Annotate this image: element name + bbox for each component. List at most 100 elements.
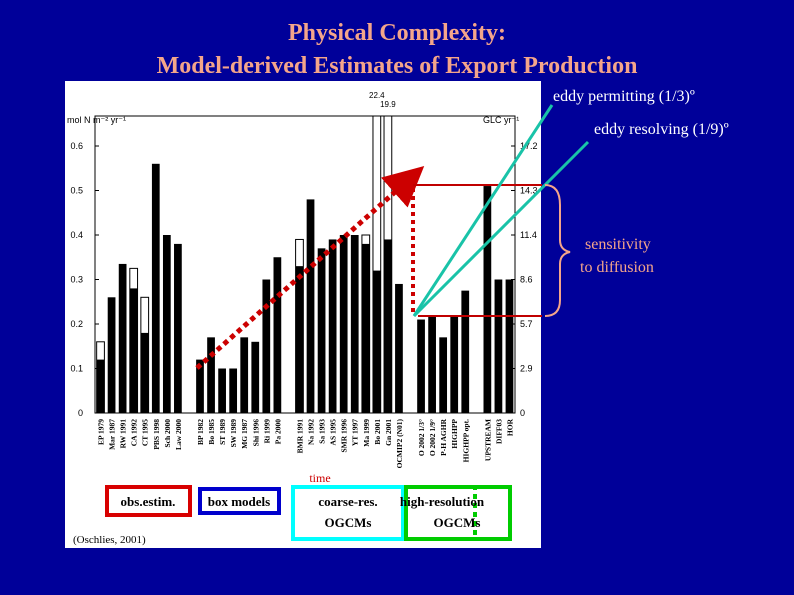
bar: [273, 257, 282, 413]
clipped-value-label: 22.4: [369, 91, 385, 100]
left-tick-label: 0.1: [70, 364, 83, 374]
slide-title-line1: Physical Complexity:: [288, 20, 506, 46]
bar: [328, 239, 337, 413]
category-label: UPSTREAM: [483, 419, 492, 461]
obs-estim-label: obs.estim.: [121, 494, 176, 509]
bar: [129, 288, 138, 413]
chart-panel: mol N m⁻² yr⁻¹ GLC yr⁻¹ 22.4 19.9 0 0.1 0.2 0…: [65, 81, 541, 548]
left-tick-label: 0.3: [70, 275, 83, 285]
sensitivity-brace: [544, 184, 571, 317]
category-label: ST 1989: [218, 419, 227, 445]
category-label: Bo 1985: [207, 419, 216, 445]
category-label: Mar 1987: [108, 419, 117, 450]
eddy-resolving-label: eddy resolving (1/9)º: [594, 121, 729, 138]
coarse-res-label-line2: OGCMs: [325, 515, 372, 530]
bar: [361, 243, 370, 413]
chart-ticks: 0 0.1 0.2 0.3 0.4 0.5 0.6 0 2.9 5.7 8.6 11.4 14.3 17.…: [70, 141, 537, 418]
chart-category-labels: EP 1979 Mar 1987 RW 1991 CA 1992 CT 1995 PBS …: [97, 418, 515, 468]
box-models-box: [198, 487, 281, 515]
coarse-res-box: [291, 485, 405, 541]
category-label: P-H AGHR: [439, 418, 448, 455]
eddy-permitting-pointer: [412, 104, 554, 317]
bar: [372, 270, 381, 413]
category-label: RW 1991: [119, 419, 128, 449]
category-label: Law 2000: [174, 419, 183, 450]
bar: [395, 283, 403, 413]
category-label: Gn 2001: [384, 419, 393, 446]
bar: [461, 290, 470, 413]
bar: [417, 319, 425, 413]
bar: [174, 243, 182, 413]
slide-title-line2: Model-derived Estimates of Export Produc…: [156, 53, 638, 79]
right-axis-label: GLC yr⁻¹: [483, 115, 519, 125]
category-label: BP 1982: [196, 419, 205, 445]
right-tick-label: 2.9: [520, 364, 533, 374]
bar: [439, 337, 448, 413]
right-tick-label: 8.6: [520, 275, 533, 285]
bar: [450, 315, 459, 413]
left-tick-label: 0.6: [70, 141, 83, 151]
category-label: Pa 2000: [273, 419, 282, 444]
high-res-label-line2: OGCMs: [434, 515, 481, 530]
category-label: AS 1995: [329, 419, 338, 446]
bar: [240, 337, 249, 413]
right-tick-label: 11.4: [520, 230, 537, 240]
category-label: DIFF03: [494, 419, 503, 444]
category-label: Sch 2000: [163, 419, 172, 448]
bar: [162, 235, 171, 413]
bar: [140, 332, 149, 413]
category-label: YT 1997: [351, 419, 360, 446]
category-label: EP 1979: [97, 419, 106, 445]
clipped-value-label: 19.9: [380, 100, 396, 109]
right-tick-label: 14.3: [520, 186, 538, 196]
plot-frame: [94, 115, 516, 414]
left-tick-label: 0.4: [70, 230, 83, 240]
chart-axes: mol N m⁻² yr⁻¹ GLC yr⁻¹: [67, 115, 519, 414]
bar: [317, 248, 326, 413]
bar: [251, 341, 260, 413]
category-label: Ma 1999: [362, 419, 371, 447]
category-label: CA 1992: [130, 419, 139, 447]
bar: [262, 279, 271, 413]
high-res-box: [404, 485, 512, 541]
bar: [118, 263, 127, 413]
left-tick-label: 0.5: [70, 186, 83, 196]
category-label: HOR: [505, 418, 514, 436]
eddy-permitting-label: eddy permitting (1/3)º: [553, 88, 695, 105]
right-tick-label: 0: [520, 408, 525, 418]
category-label: CT 1995: [141, 419, 150, 446]
bar: [107, 297, 116, 413]
category-label: O 2002 1/9°: [428, 419, 437, 456]
bar: [207, 337, 215, 413]
high-res-label-line1: high-resolution: [400, 494, 485, 509]
category-label: PBS 1998: [152, 419, 161, 450]
right-tick-label: 5.7: [520, 319, 533, 329]
category-label: SW 1989: [229, 419, 238, 448]
left-tick-label: 0.2: [70, 319, 83, 329]
bar: [483, 186, 492, 413]
bar: [229, 368, 238, 413]
right-tick-label: 17.2: [520, 141, 538, 151]
sensitivity-label-line2: to diffusion: [580, 259, 654, 276]
left-tick-label: 0: [78, 408, 83, 418]
obs-estim-box: [105, 485, 192, 517]
category-label: HIGHPP: [450, 419, 459, 449]
category-label: Sa 1993: [318, 419, 327, 444]
box-models-label: box models: [208, 494, 270, 509]
sensitivity-label-line1: sensitivity: [585, 236, 651, 253]
category-label: BMR 1991: [295, 419, 304, 454]
bar: [384, 239, 392, 413]
group-boxes: time obs.estim. box models coarse-res. OGCMs…: [73, 471, 512, 546]
eddy-resolving-pointer: [412, 140, 590, 318]
category-label: Na 1992: [307, 419, 316, 445]
bar: [306, 199, 315, 413]
bar: [350, 235, 359, 413]
coarse-res-label-line1: coarse-res.: [318, 494, 377, 509]
bar: [96, 359, 105, 413]
bar: [151, 163, 160, 413]
high-res-dashed-box: [473, 485, 512, 541]
trend-arrow: [195, 166, 425, 370]
bar: [339, 235, 348, 413]
category-label: Ri 1999: [262, 419, 271, 444]
